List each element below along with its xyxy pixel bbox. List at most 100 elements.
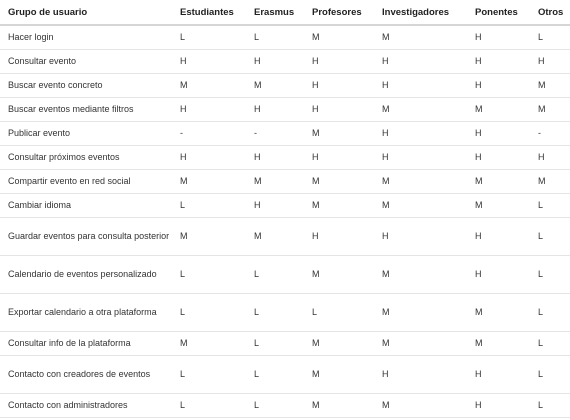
row-label: Guardar eventos para consulta posterior — [0, 216, 172, 256]
row-label: Hacer login — [0, 24, 172, 50]
priority-cell: L — [246, 330, 304, 356]
priority-cell: H — [467, 392, 530, 418]
priority-cell: H — [172, 96, 246, 122]
row-label: Buscar eventos mediante filtros — [0, 96, 172, 122]
priority-cell: M — [304, 330, 374, 356]
priority-cell: - — [246, 120, 304, 146]
row-label: Publicar evento — [0, 120, 172, 146]
table-header: Grupo de usuario Estudiantes Erasmus Pro… — [0, 0, 570, 26]
priority-cell: M — [304, 168, 374, 194]
priority-cell: H — [467, 48, 530, 74]
priority-cell: M — [374, 192, 467, 218]
priority-cell: L — [172, 192, 246, 218]
table-row: Compartir evento en red social M M M M M M — [0, 168, 570, 194]
priority-cell: L — [530, 392, 570, 418]
priority-cell: L — [172, 354, 246, 394]
row-label: Contacto con creadores de eventos — [0, 354, 172, 394]
priority-cell: L — [530, 254, 570, 294]
priority-cell: H — [467, 254, 530, 294]
priority-cell: M — [374, 168, 467, 194]
priority-cell: H — [304, 96, 374, 122]
priority-cell: L — [530, 216, 570, 256]
row-label: Consultar info de la plataforma — [0, 330, 172, 356]
table-row: Consultar info de la plataforma M L M M M L — [0, 330, 570, 356]
priority-cell: M — [467, 292, 530, 332]
priority-cell: M — [304, 354, 374, 394]
table-row: Cambiar idioma L H M M M L — [0, 192, 570, 218]
header-user-group: Grupo de usuario — [0, 0, 172, 26]
priority-cell: H — [530, 144, 570, 170]
priority-cell: H — [467, 24, 530, 50]
table-row: Hacer login L L M M H L — [0, 24, 570, 50]
priority-cell: M — [374, 254, 467, 294]
priority-cell: L — [530, 24, 570, 50]
header-otros: Otros — [530, 0, 570, 26]
table-row: Contacto con creadores de eventos L L M H H L — [0, 354, 570, 394]
priority-cell: M — [530, 168, 570, 194]
row-label: Buscar evento concreto — [0, 72, 172, 98]
priority-cell: L — [530, 354, 570, 394]
priority-cell: H — [374, 216, 467, 256]
priority-cell: L — [530, 192, 570, 218]
priority-cell: M — [246, 216, 304, 256]
row-label: Exportar calendario a otra plataforma — [0, 292, 172, 332]
priority-cell: H — [467, 72, 530, 98]
priority-cell: M — [374, 24, 467, 50]
priority-cell: M — [530, 72, 570, 98]
priority-cell: M — [304, 24, 374, 50]
priority-cell: H — [467, 144, 530, 170]
priority-cell: L — [246, 354, 304, 394]
row-label: Consultar próximos eventos — [0, 144, 172, 170]
header-ponentes: Ponentes — [467, 0, 530, 26]
priority-cell: M — [374, 392, 467, 418]
table-row: Consultar próximos eventos H H H H H H — [0, 144, 570, 170]
priority-cell: H — [304, 216, 374, 256]
table-row: Calendario de eventos personalizado L L M M H… — [0, 254, 570, 294]
priority-cell: L — [246, 392, 304, 418]
priority-cell: M — [467, 168, 530, 194]
priority-cell: L — [172, 24, 246, 50]
table-row: Publicar evento - - M H H - — [0, 120, 570, 146]
priority-cell: H — [304, 72, 374, 98]
priority-cell: H — [246, 96, 304, 122]
table-row: Buscar eventos mediante filtros H H H M M M — [0, 96, 570, 122]
row-label: Compartir evento en red social — [0, 168, 172, 194]
priority-cell: H — [530, 48, 570, 74]
priority-cell: H — [172, 48, 246, 74]
priority-cell: M — [304, 192, 374, 218]
priority-cell: H — [374, 120, 467, 146]
priority-cell: M — [374, 292, 467, 332]
priority-cell: L — [530, 330, 570, 356]
table-row: Consultar evento H H H H H H — [0, 48, 570, 74]
priority-cell: H — [246, 192, 304, 218]
table-row: Guardar eventos para consulta posterior M… — [0, 216, 570, 256]
priority-cell: M — [172, 72, 246, 98]
priority-cell: M — [374, 330, 467, 356]
table-row: Buscar evento concreto M M H H H M — [0, 72, 570, 98]
row-label: Calendario de eventos personalizado — [0, 254, 172, 294]
priority-cell: L — [246, 24, 304, 50]
priority-cell: M — [246, 168, 304, 194]
priority-cell: H — [304, 48, 374, 74]
priority-cell: H — [172, 144, 246, 170]
priority-cell: H — [374, 144, 467, 170]
priority-cell: H — [467, 354, 530, 394]
header-profesores: Profesores — [304, 0, 374, 26]
priority-cell: H — [246, 48, 304, 74]
header-estudiantes: Estudiantes — [172, 0, 246, 26]
priority-cell: L — [246, 292, 304, 332]
priority-cell: H — [374, 354, 467, 394]
priority-cell: M — [374, 96, 467, 122]
priority-cell: M — [467, 96, 530, 122]
priority-cell: M — [246, 72, 304, 98]
table-row: Exportar calendario a otra plataforma L L L… — [0, 292, 570, 332]
priority-cell: M — [304, 120, 374, 146]
priority-cell: M — [172, 216, 246, 256]
priority-cell: H — [467, 120, 530, 146]
priority-cell: - — [530, 120, 570, 146]
priority-cell: M — [304, 392, 374, 418]
priority-cell: H — [374, 72, 467, 98]
priority-cell: L — [530, 292, 570, 332]
priority-cell: H — [467, 216, 530, 256]
